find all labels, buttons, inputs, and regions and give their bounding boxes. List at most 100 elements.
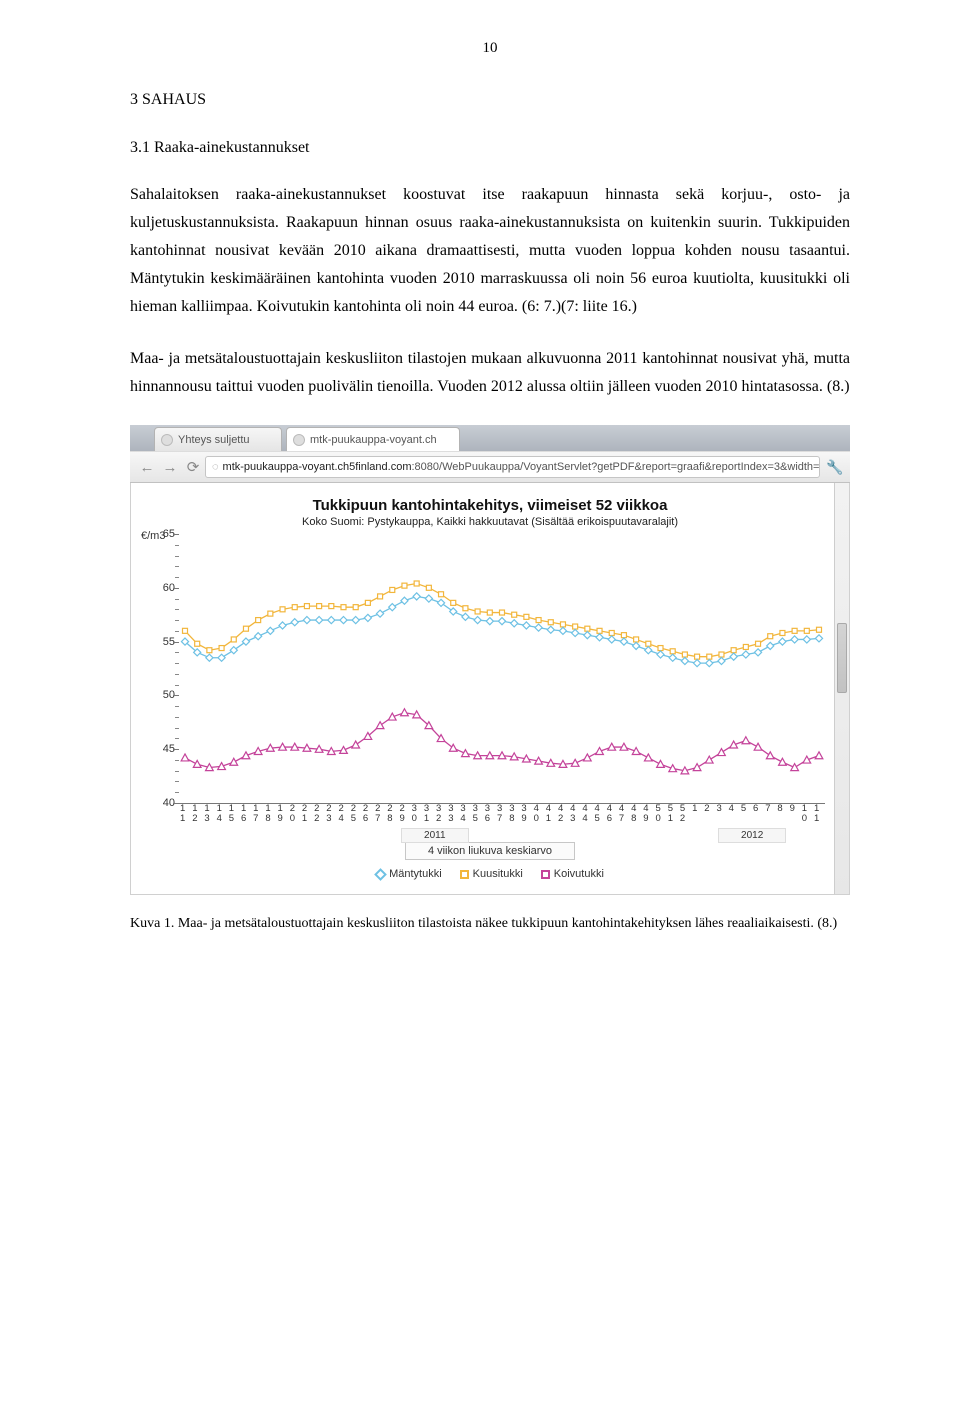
url-host: mtk-puukauppa-voyant.ch5finland.com bbox=[223, 461, 412, 473]
legend-item: Mäntytukki bbox=[376, 868, 442, 880]
x-tick-label: 6 bbox=[753, 804, 758, 814]
browser-toolbar: ← → ⟳ ◌ mtk-puukauppa-voyant.ch5finland.… bbox=[130, 451, 850, 483]
x-tick-label: 18 bbox=[265, 804, 270, 824]
wrench-icon[interactable]: 🔧 bbox=[826, 459, 844, 476]
x-tick-label: 21 bbox=[302, 804, 307, 824]
x-tick-label: 32 bbox=[436, 804, 441, 824]
legend-label: Koivutukki bbox=[554, 868, 604, 880]
nav-forward-icon[interactable]: → bbox=[159, 456, 181, 478]
legend-swatch-icon bbox=[374, 868, 387, 881]
x-tick-label: 25 bbox=[351, 804, 356, 824]
paragraph-1: Sahalaitoksen raaka-ainekustannukset koo… bbox=[130, 181, 850, 321]
x-tick-label: 1 bbox=[692, 804, 697, 814]
x-tick-label: 23 bbox=[326, 804, 331, 824]
x-tick-label: 35 bbox=[473, 804, 478, 824]
x-tick-label: 10 bbox=[802, 804, 807, 824]
x-tick-label: 27 bbox=[375, 804, 380, 824]
scrollbar[interactable] bbox=[834, 483, 849, 894]
x-tick-label: 11 bbox=[814, 804, 819, 824]
x-tick-label: 45 bbox=[595, 804, 600, 824]
y-tick-label: 50 bbox=[149, 689, 175, 701]
legend-swatch-icon bbox=[460, 870, 469, 879]
favicon-icon bbox=[293, 434, 305, 446]
x-axis-ticks: 1112131415161718192021222324252627282930… bbox=[179, 804, 825, 838]
url-bar[interactable]: ◌ mtk-puukauppa-voyant.ch5finland.com :8… bbox=[205, 456, 820, 478]
x-tick-label: 39 bbox=[521, 804, 526, 824]
x-tick-label: 46 bbox=[607, 804, 612, 824]
embedded-screenshot: Yhteys suljettu mtk-puukauppa-voyant.ch … bbox=[130, 425, 850, 895]
y-tick-label: 55 bbox=[149, 636, 175, 648]
x-tick-label: 30 bbox=[412, 804, 417, 824]
x-tick-label: 5 bbox=[741, 804, 746, 814]
legend-item: Koivutukki bbox=[541, 868, 604, 880]
x-tick-label: 41 bbox=[546, 804, 551, 824]
nav-reload-icon[interactable]: ⟳ bbox=[182, 456, 204, 478]
x-tick-label: 44 bbox=[582, 804, 587, 824]
x-tick-label: 50 bbox=[656, 804, 661, 824]
x-tick-label: 17 bbox=[253, 804, 258, 824]
x-tick-label: 3 bbox=[716, 804, 721, 814]
x-year-label: 2011 bbox=[401, 828, 469, 843]
legend-item: Kuusitukki bbox=[460, 868, 523, 880]
series-legend: Mäntytukki Kuusitukki Koivutukki bbox=[149, 868, 831, 884]
x-tick-label: 9 bbox=[790, 804, 795, 814]
chart-subtitle: Koko Suomi: Pystykauppa, Kaikki hakkuuta… bbox=[149, 516, 831, 528]
heading-1: 3 SAHAUS bbox=[130, 91, 850, 109]
x-tick-label: 13 bbox=[204, 804, 209, 824]
browser-tab-strip: Yhteys suljettu mtk-puukauppa-voyant.ch bbox=[130, 425, 850, 451]
x-tick-label: 40 bbox=[534, 804, 539, 824]
y-tick-label: 40 bbox=[149, 797, 175, 809]
legend-moving-avg: 4 viikon liukuva keskiarvo bbox=[405, 842, 575, 860]
x-tick-label: 28 bbox=[387, 804, 392, 824]
favicon-icon bbox=[161, 434, 173, 446]
x-tick-label: 36 bbox=[485, 804, 490, 824]
browser-tab-2[interactable]: mtk-puukauppa-voyant.ch bbox=[286, 427, 460, 451]
x-tick-label: 37 bbox=[497, 804, 502, 824]
x-tick-label: 52 bbox=[680, 804, 685, 824]
globe-icon: ◌ bbox=[212, 461, 219, 473]
x-tick-label: 8 bbox=[777, 804, 782, 814]
x-tick-label: 29 bbox=[399, 804, 404, 824]
x-tick-label: 2 bbox=[704, 804, 709, 814]
x-tick-label: 48 bbox=[631, 804, 636, 824]
chart-svg bbox=[179, 534, 825, 803]
page-number: 10 bbox=[130, 40, 850, 57]
chart-title: Tukkipuun kantohintakehitys, viimeiset 5… bbox=[149, 497, 831, 514]
x-tick-label: 20 bbox=[290, 804, 295, 824]
x-tick-label: 16 bbox=[241, 804, 246, 824]
x-tick-label: 33 bbox=[448, 804, 453, 824]
x-tick-label: 42 bbox=[558, 804, 563, 824]
figure-caption: Kuva 1. Maa- ja metsätaloustuottajain ke… bbox=[130, 911, 850, 936]
legend-swatch-icon bbox=[541, 870, 550, 879]
x-tick-label: 49 bbox=[643, 804, 648, 824]
heading-2: 3.1 Raaka-ainekustannukset bbox=[130, 139, 850, 157]
x-tick-label: 51 bbox=[668, 804, 673, 824]
x-tick-label: 31 bbox=[424, 804, 429, 824]
scrollbar-thumb[interactable] bbox=[837, 623, 847, 693]
x-tick-label: 19 bbox=[278, 804, 283, 824]
tab-label: Yhteys suljettu bbox=[178, 434, 250, 446]
chart-card: Tukkipuun kantohintakehitys, viimeiset 5… bbox=[141, 489, 839, 888]
tab-label: mtk-puukauppa-voyant.ch bbox=[310, 434, 437, 446]
x-tick-label: 15 bbox=[229, 804, 234, 824]
nav-back-icon[interactable]: ← bbox=[136, 456, 158, 478]
x-tick-label: 43 bbox=[570, 804, 575, 824]
x-tick-label: 47 bbox=[619, 804, 624, 824]
paragraph-2: Maa- ja metsätaloustuottajain keskusliit… bbox=[130, 345, 850, 401]
x-tick-label: 12 bbox=[192, 804, 197, 824]
x-tick-label: 14 bbox=[217, 804, 222, 824]
x-tick-label: 26 bbox=[363, 804, 368, 824]
legend-label: Mäntytukki bbox=[389, 868, 442, 880]
y-tick-label: 65 bbox=[149, 528, 175, 540]
x-tick-label: 22 bbox=[314, 804, 319, 824]
url-path: :8080/WebPuukauppa/VoyantServlet?getPDF&… bbox=[412, 461, 821, 473]
chart-page-area: Tukkipuun kantohintakehitys, viimeiset 5… bbox=[130, 483, 850, 895]
x-tick-label: 4 bbox=[729, 804, 734, 814]
x-tick-label: 34 bbox=[460, 804, 465, 824]
x-tick-label: 11 bbox=[180, 804, 185, 824]
y-tick-label: 60 bbox=[149, 582, 175, 594]
x-tick-label: 7 bbox=[765, 804, 770, 814]
x-year-label: 2012 bbox=[718, 828, 786, 843]
browser-tab-1[interactable]: Yhteys suljettu bbox=[154, 427, 282, 451]
legend-label: Kuusitukki bbox=[473, 868, 523, 880]
